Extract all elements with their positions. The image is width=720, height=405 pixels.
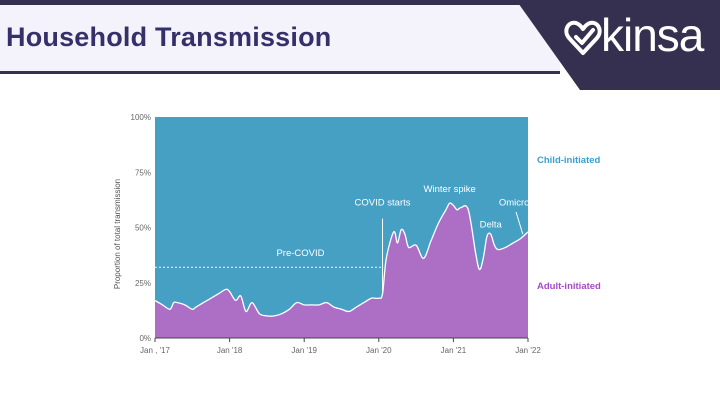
adult-initiated-area <box>155 203 528 338</box>
annotation-label: COVID starts <box>355 197 411 208</box>
legend: Child-initiated Adult-initiated <box>537 155 601 292</box>
x-tick-label: Jan '22 <box>515 346 541 355</box>
x-tick-label: Jan '19 <box>291 346 317 355</box>
y-axis: 0% 25% 50% 75% 100% <box>131 113 151 343</box>
annotation-label: Omicron <box>499 197 535 208</box>
annotation-label: Winter spike <box>424 184 476 195</box>
series-boundary-line <box>154 202 529 317</box>
legend-adult-initiated: Adult-initiated <box>537 281 601 292</box>
legend-child-initiated: Child-initiated <box>537 155 601 166</box>
annotation-label: Delta <box>480 220 503 231</box>
heart-check-icon <box>564 20 602 55</box>
x-axis: Jan , '17 Jan '18 Jan '19 Jan '20 Jan '21 Jan… <box>140 337 541 355</box>
top-accent-bar <box>0 0 720 5</box>
y-tick-label: 75% <box>135 168 151 177</box>
y-tick-label: 25% <box>135 279 151 288</box>
x-tick-label: Jan '18 <box>217 346 243 355</box>
y-tick-label: 0% <box>139 334 151 343</box>
y-tick-label: 50% <box>135 224 151 233</box>
x-tick-label: Jan '20 <box>366 346 392 355</box>
title-band: Household Transmission <box>0 5 560 74</box>
x-tick-label: Jan , '17 <box>140 346 171 355</box>
logo-panel <box>516 0 720 90</box>
page-title: Household Transmission <box>6 22 332 52</box>
x-tick-label: Jan '21 <box>441 346 467 355</box>
omicron-pointer-line <box>515 211 524 235</box>
y-tick-label: 100% <box>131 113 151 122</box>
annotation-label: Pre-COVID <box>276 248 324 259</box>
y-axis-label: Proportion of total transmission <box>113 179 122 289</box>
brand-logo-text: kinsa <box>601 9 704 61</box>
annotations: Pre-COVID COVID starts Winter spike Delta Om… <box>276 184 534 259</box>
